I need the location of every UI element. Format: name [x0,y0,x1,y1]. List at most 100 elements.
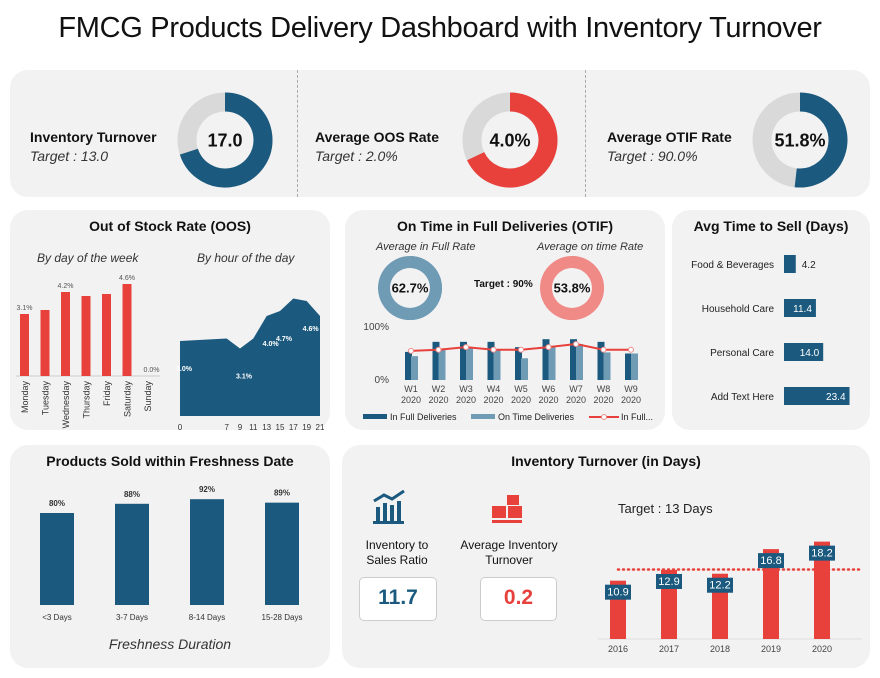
tick-label: 0 [178,423,183,432]
data-label: 4.6% [119,275,135,282]
tick-label: 2017 [659,644,679,654]
tick-label: Thursday [82,381,92,419]
tick-label: 2020 [511,395,531,405]
data-label: 0.0% [144,367,160,374]
chart-subtitle: By day of the week [37,251,139,265]
kpi-label: Average OOS Rate [315,129,439,145]
y-tick: 0% [375,375,390,386]
kpi-donut-fill [179,92,273,188]
tick-label: 15 [276,423,285,432]
otif-donut-value: 53.8% [554,281,591,296]
data-label-bg [656,573,682,589]
data-label-bg [809,545,835,561]
tick-label: Saturday [123,381,133,418]
line-point [600,346,607,353]
bar [784,299,816,317]
tick-label: W7 [569,384,583,394]
freshness-chart: 80% <3 Days 88% 3-7 Days 92% 8-14 Days 89% 15-2… [40,485,302,622]
inventory-turnover-panel: Inventory Turnover (in Days) Inventory t… [342,445,870,668]
bar [784,343,824,361]
legend-swatch [363,414,387,419]
tick-label: 2019 [761,644,781,654]
tick-label: Sunday [143,381,153,412]
panel-title: On Time in Full Deliveries (OTIF) [396,218,613,234]
chart-subtitle: By hour of the day [197,251,295,265]
tick-label: 2020 [428,395,448,405]
divider [297,70,298,197]
bar-in-full [597,341,605,380]
line-point [628,346,634,353]
bar [40,513,74,605]
bar [814,541,830,639]
data-label: 80% [49,499,65,508]
donut-label: Average in Full Rate [376,241,476,253]
tick-label: 2020 [456,395,476,405]
legend-swatch [601,414,607,420]
tick-label: 3-7 Days [116,613,148,622]
data-label: 92% [199,485,215,494]
otif-donut-value: 62.7% [392,281,429,296]
kpi-label: Inventory Turnover [30,129,157,145]
tick-label: W3 [459,384,473,394]
category-label: Household Care [702,304,775,315]
panel-title: Out of Stock Rate (OOS) [89,218,251,234]
data-label: 11.4 [793,304,812,315]
bar [102,294,111,376]
legend-label: In Full Deliveries [390,412,457,422]
avg-time-panel: Avg Time to Sell (Days) Food & Beverages… [672,210,870,430]
avg-turnover-label: Average Inventory Turnover [460,538,558,567]
panel-title: Avg Time to Sell (Days) [693,218,849,234]
line-point [490,346,497,353]
bar-on-time [603,352,611,380]
bar [115,503,149,605]
data-label: 89% [274,489,290,498]
kpi-donut-value: 17.0 [207,130,242,150]
bar [784,387,850,405]
otif-donut-fill [387,256,442,320]
bar-on-time [411,356,418,380]
data-label: 14.0 [800,348,820,359]
bar [265,502,299,605]
tick-label: W5 [514,384,528,394]
bar [20,314,29,376]
data-label: 10.9 [607,587,628,599]
inventory-boxes-icon [492,495,522,523]
data-label: 4.6% [303,326,320,333]
ratio-label: Inventory to Sales Ratio [365,538,429,567]
bar [40,310,50,376]
tick-label: W9 [624,384,638,394]
otif-chart: 62.7% 53.8%100%0%W12020W22020W32020W42020… [363,256,653,422]
bar-in-full [625,353,632,380]
tick-label: W4 [487,384,501,394]
tick-label: 21 [316,423,325,432]
tick-label: 7 [224,423,229,432]
avg-time-chart: Food & Beverages 4.2 Household Care 11.4 Per… [691,255,850,405]
target-label: Target : 13 Days [618,501,713,516]
panel-title: Inventory Turnover (in Days) [511,453,701,469]
category-label: Food & Beverages [691,260,774,271]
panel-title: Products Sold within Freshness Date [46,453,294,469]
data-label: 12.2 [709,580,730,592]
tick-label: 2020 [483,395,503,405]
bar [61,292,70,376]
data-label: 4.0% [263,341,280,348]
data-label: 18.2 [811,548,832,560]
kpi-donut-fill [794,92,848,188]
kpi-panel: Inventory Turnover Target : 13.0 Average… [10,70,870,197]
x-axis-label: Freshness Duration [108,636,232,652]
tick-label: Tuesday [41,381,51,416]
ratio-value: 11.7 [359,577,437,621]
tick-label: Monday [20,381,30,414]
otif-panel: On Time in Full Deliveries (OTIF) Averag… [345,210,665,430]
data-label: 88% [124,490,140,499]
bar-on-time [576,343,583,380]
line-point [435,346,442,353]
line-point [573,340,579,347]
tick-label: 2016 [608,644,628,654]
bar-on-time [631,353,638,380]
legend-label: On Time Deliveries [498,412,575,422]
bar [190,499,224,605]
data-label: 3.0% [176,366,193,373]
otif-donut-fill [564,256,604,320]
tick-label: 2020 [566,395,586,405]
